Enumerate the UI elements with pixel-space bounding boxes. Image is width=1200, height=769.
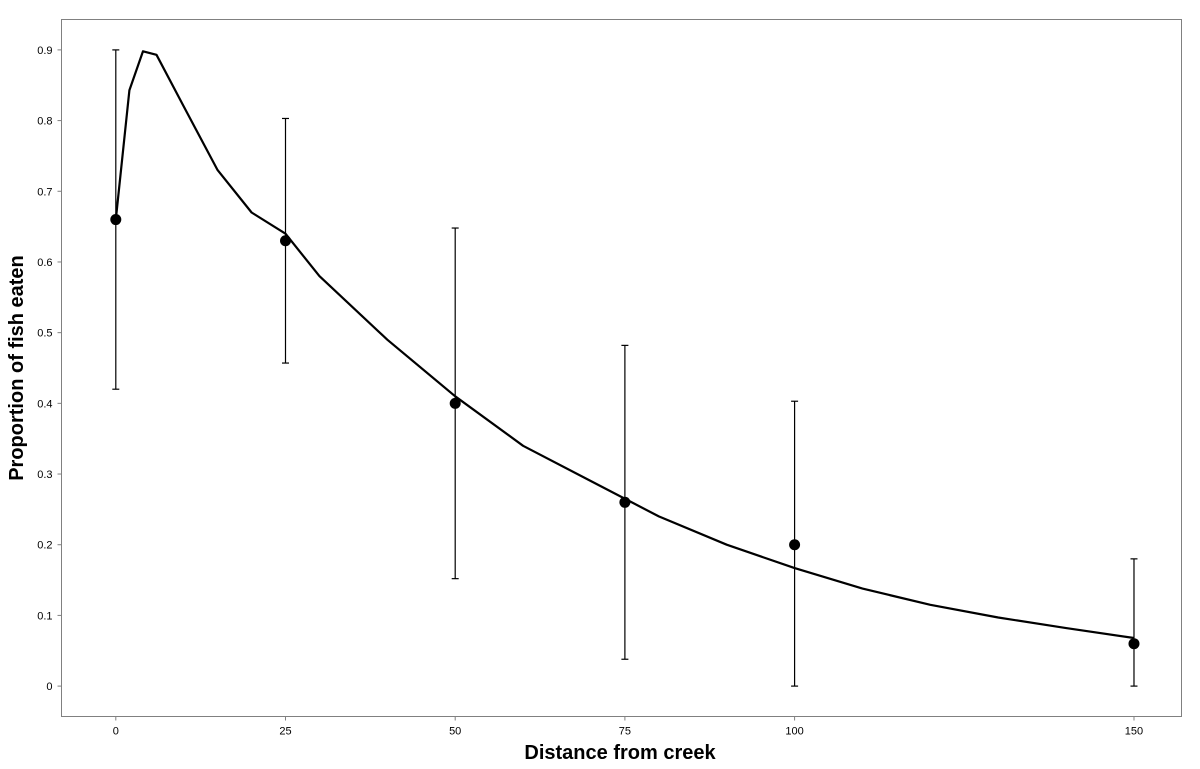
x-axis-title: Distance from creek — [524, 742, 716, 764]
y-tick-label: 0.2 — [37, 540, 52, 552]
data-point — [280, 235, 291, 247]
data-point — [449, 397, 461, 409]
y-tick-label: 0.8 — [37, 116, 52, 128]
y-axis: 0 0.1 0.2 0.3 0.4 0.5 0.6 0.7 0.8 0.9 — [37, 45, 62, 693]
x-tick-label: 25 — [279, 726, 291, 738]
data-point — [789, 539, 801, 551]
y-tick-label: 0.1 — [37, 610, 52, 622]
x-tick-label: 150 — [1125, 726, 1143, 738]
data-point — [1128, 638, 1140, 650]
points-layer — [110, 214, 1140, 650]
x-tick-label: 100 — [785, 726, 803, 738]
data-point — [110, 214, 122, 226]
x-tick-label: 50 — [449, 726, 461, 738]
y-tick-label: 0 — [46, 681, 52, 693]
data-point — [619, 496, 631, 508]
y-tick-label: 0.4 — [37, 398, 52, 410]
y-tick-label: 0.3 — [37, 469, 52, 481]
x-tick-label: 0 — [113, 726, 119, 738]
x-tick-label: 75 — [619, 726, 631, 738]
plot-panel-border — [61, 19, 1182, 717]
y-tick-label: 0.5 — [37, 328, 52, 340]
y-axis-title: Proportion of fish eaten — [6, 255, 28, 481]
y-tick-label: 0.7 — [37, 186, 52, 198]
y-tick-label: 0.9 — [37, 45, 52, 57]
y-tick-label: 0.6 — [37, 257, 52, 269]
error-bars-layer — [112, 49, 1138, 687]
x-axis: 0 25 50 75 100 150 — [113, 716, 1143, 738]
